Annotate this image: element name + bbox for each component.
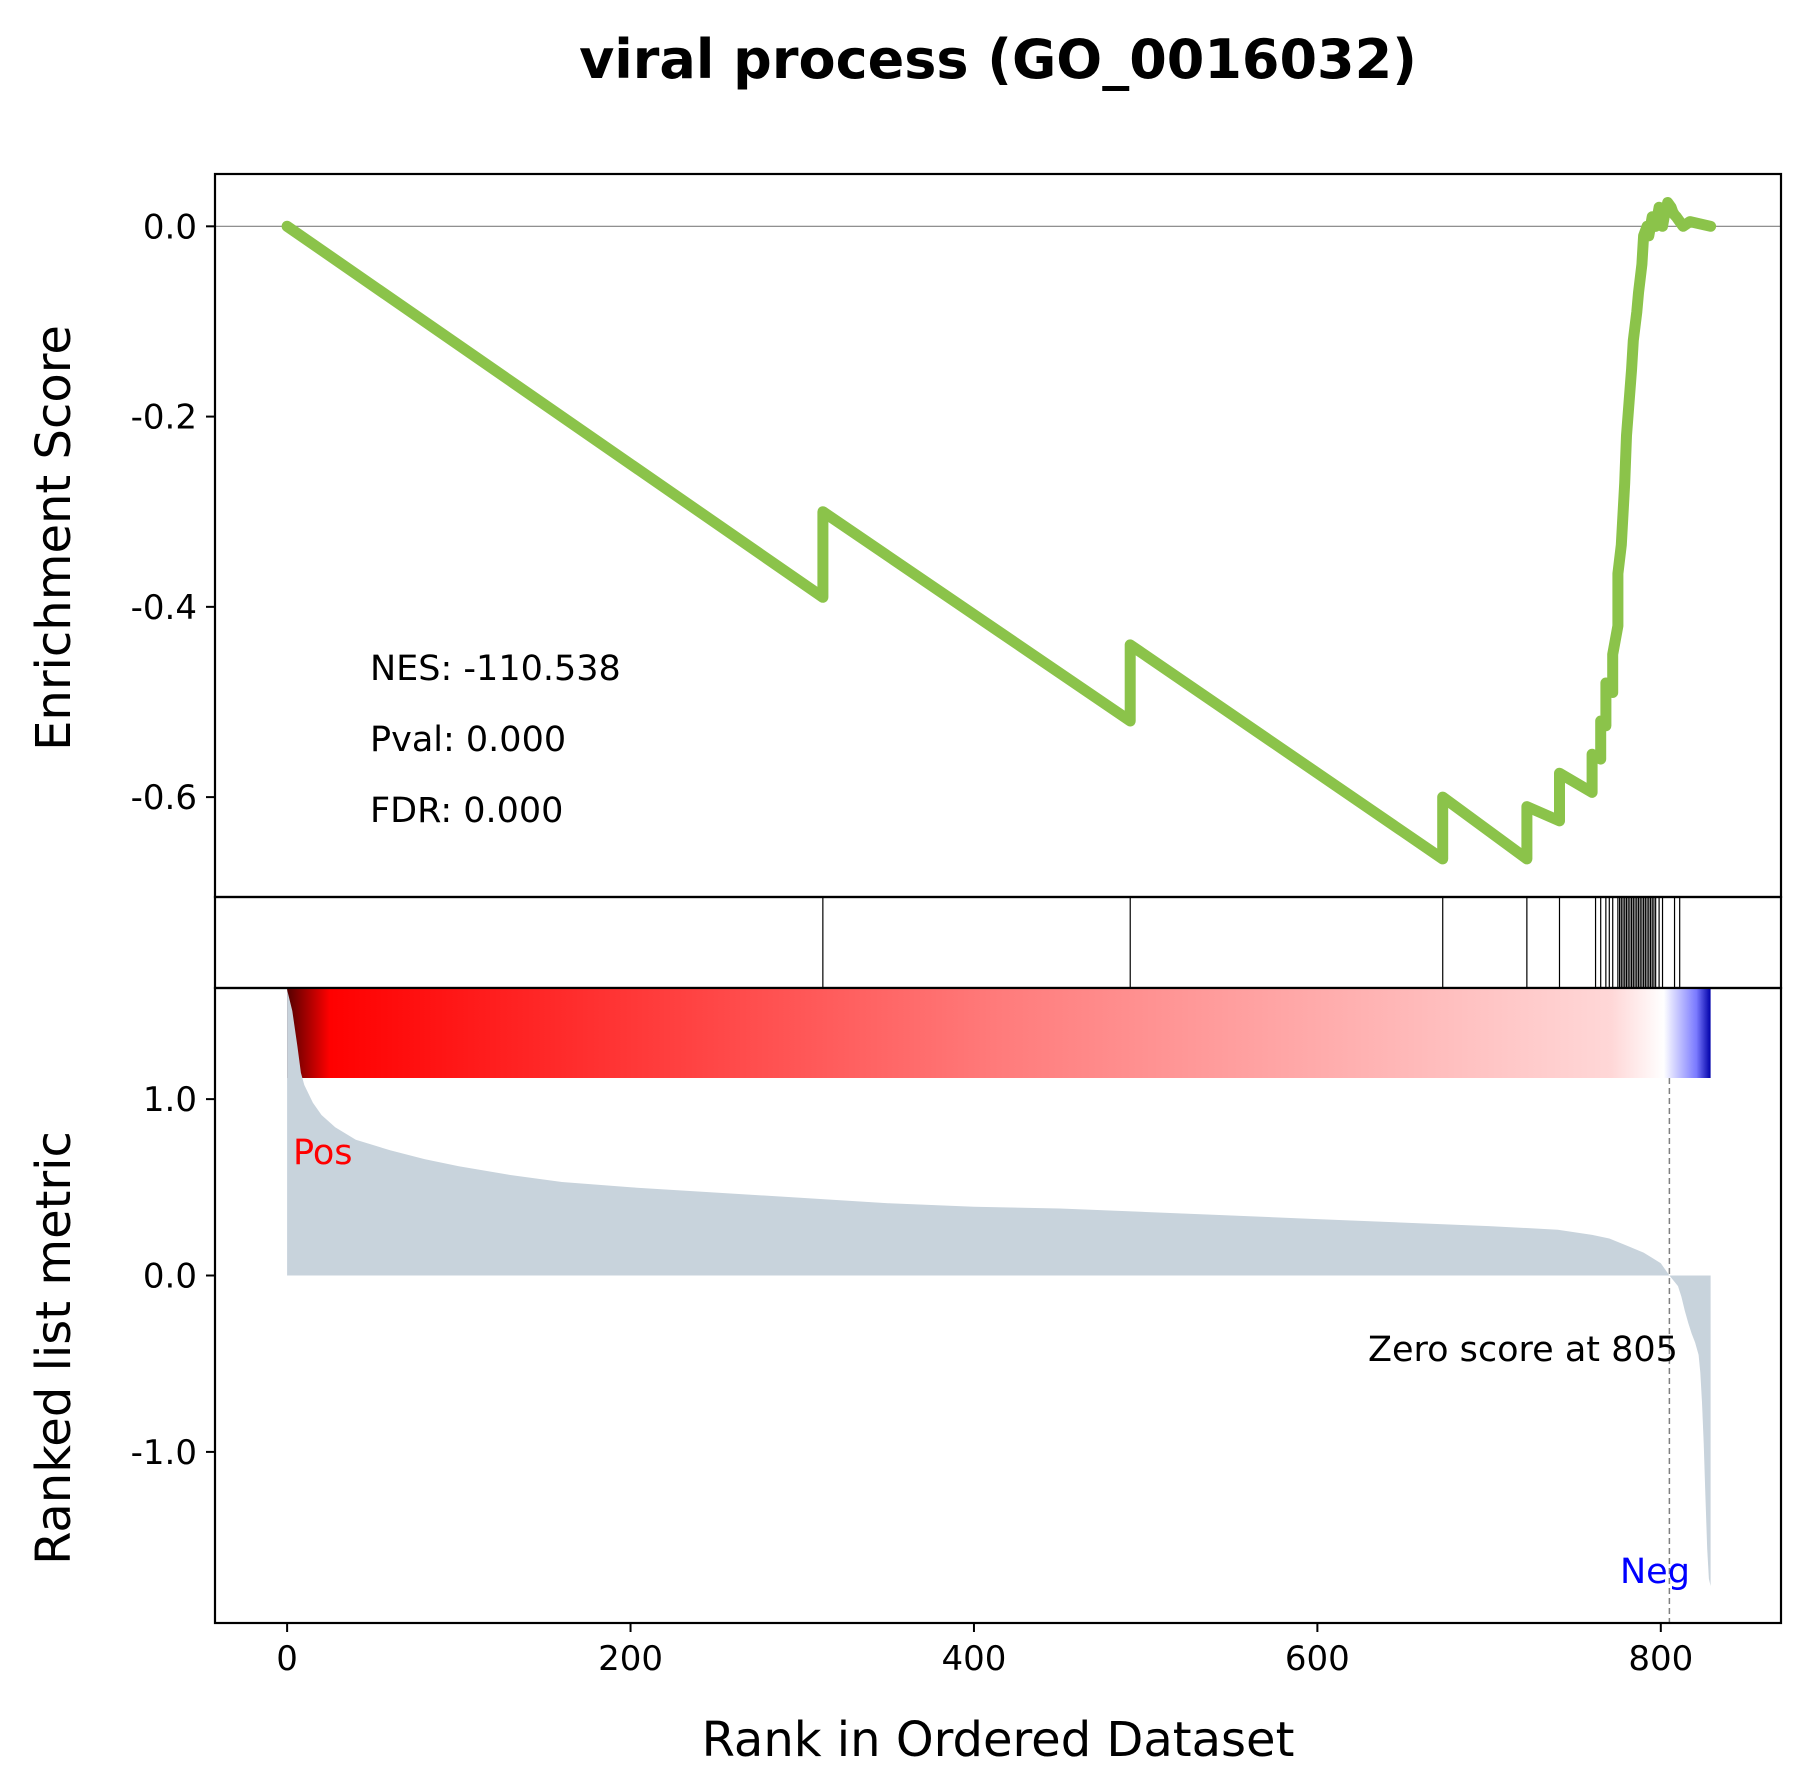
- x-axis-ticks: 0 200 400 600 800: [276, 1623, 1693, 1679]
- metric-y-tick-label: -1.0: [131, 1433, 197, 1473]
- x-tick-label: 0: [276, 1639, 298, 1679]
- metric-panel-frame: [213, 986, 1783, 1625]
- x-tick-label: 400: [942, 1639, 1007, 1679]
- es-curve: [281, 197, 1717, 865]
- metric-y-axis-label: Ranked list metric: [26, 1131, 82, 1565]
- neg-label: Neg: [1620, 1552, 1690, 1592]
- es-panel: 0.0 -0.2 -0.4 -0.6 NES: -110.538 Pval: 0.00…: [26, 172, 1783, 899]
- es-y-axis-label: Enrichment Score: [26, 325, 82, 751]
- metric-y-tick-label: 0.0: [143, 1257, 197, 1297]
- ranked-metric-panel: Pos Neg Zero score at 805 1.0 0.0 -1.0 Ran…: [26, 986, 1783, 1625]
- chart-title: viral process (GO_0016032): [579, 28, 1417, 91]
- rank-colorbar: [287, 988, 1711, 1078]
- es-y-ticks: 0.0 -0.2 -0.4 -0.6: [131, 207, 215, 818]
- es-y-tick-label: -0.6: [131, 778, 197, 818]
- metric-y-ticks: 1.0 0.0 -1.0: [131, 1080, 215, 1473]
- x-axis-label: Rank in Ordered Dataset: [702, 1712, 1295, 1768]
- hits-panel-frame: [213, 895, 1783, 990]
- es-y-tick-label: -0.2: [131, 398, 197, 438]
- es-y-tick-label: -0.4: [131, 588, 197, 628]
- hits-panel: [213, 895, 1783, 990]
- ranked-metric-area: [287, 989, 1711, 1586]
- metric-y-tick-label: 1.0: [143, 1080, 197, 1120]
- es-panel-frame: [213, 172, 1783, 899]
- fdr-annotation: FDR: 0.000: [370, 791, 563, 831]
- pval-annotation: Pval: 0.000: [370, 720, 566, 760]
- x-tick-label: 200: [598, 1639, 663, 1679]
- x-tick-label: 600: [1285, 1639, 1350, 1679]
- pos-label: Pos: [293, 1133, 353, 1173]
- nes-annotation: NES: -110.538: [370, 649, 621, 689]
- zero-score-annotation: Zero score at 805: [1368, 1330, 1678, 1370]
- es-y-tick-label: 0.0: [143, 207, 197, 247]
- hit-marks: [822, 897, 1681, 988]
- x-tick-label: 800: [1628, 1639, 1693, 1679]
